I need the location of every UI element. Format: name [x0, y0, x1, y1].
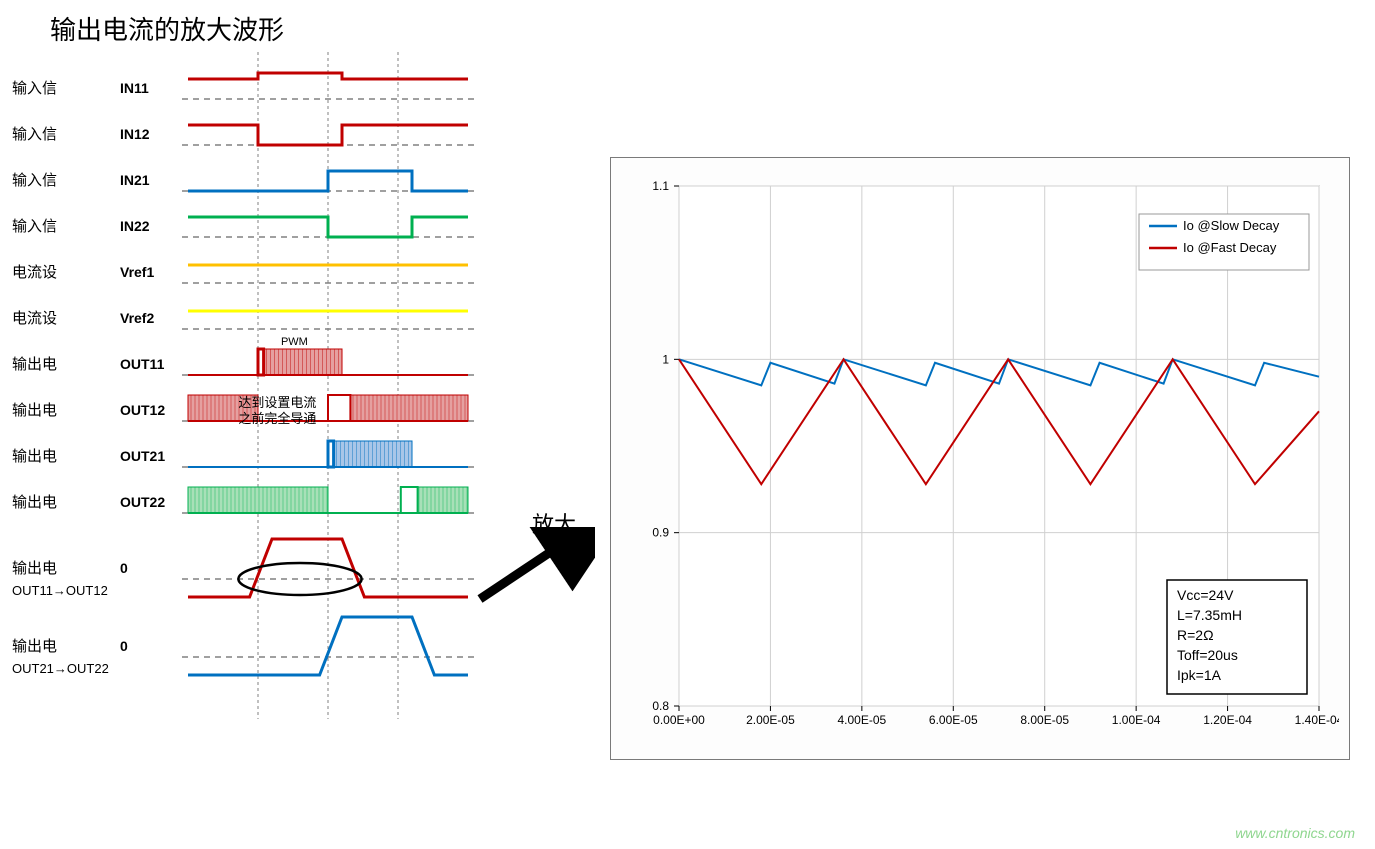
svg-text:0.9: 0.9	[652, 526, 669, 540]
svg-text:L=7.35mH: L=7.35mH	[1177, 607, 1242, 623]
zoom-arrow-container: 放大	[490, 47, 610, 497]
svg-text:之前完全导通: 之前完全导通	[238, 411, 316, 426]
svg-text:电流设: 电流设	[12, 264, 57, 281]
svg-text:OUT21: OUT21	[120, 448, 165, 464]
svg-text:输出电: 输出电	[12, 356, 57, 373]
page-title: 输出电流的放大波形	[50, 10, 1365, 47]
svg-text:输出电: 输出电	[12, 560, 57, 577]
watermark: www.cntronics.com	[1235, 825, 1355, 841]
svg-text:1.20E-04: 1.20E-04	[1203, 713, 1252, 727]
zoom-arrow	[480, 539, 570, 599]
svg-text:Vref2: Vref2	[120, 310, 154, 326]
svg-text:0: 0	[120, 638, 128, 654]
svg-text:Vcc=24V: Vcc=24V	[1177, 587, 1234, 603]
svg-text:输出电: 输出电	[12, 402, 57, 419]
svg-text:8.00E-05: 8.00E-05	[1020, 713, 1069, 727]
svg-text:0.00E+00: 0.00E+00	[653, 713, 705, 727]
svg-text:输入信: 输入信	[12, 80, 57, 97]
timing-diagram: 输入信 IN11 输入信 IN12 输入信 IN21 输入信 IN22 电流设 Vref1 电流设 V…	[10, 47, 490, 807]
svg-text:达到设置电流: 达到设置电流	[238, 395, 316, 410]
svg-text:1.00E-04: 1.00E-04	[1112, 713, 1161, 727]
svg-text:0: 0	[120, 560, 128, 576]
svg-text:电流设: 电流设	[12, 310, 57, 327]
svg-text:1.40E-04: 1.40E-04	[1295, 713, 1339, 727]
svg-text:输入信: 输入信	[12, 126, 57, 143]
svg-text:IN12: IN12	[120, 126, 150, 142]
svg-text:OUT11→OUT12: OUT11→OUT12	[12, 583, 108, 598]
decay-chart: 0.00E+00 2.00E-05 4.00E-05 6.00E-05 8.00E-05…	[619, 166, 1339, 746]
svg-text:OUT12: OUT12	[120, 402, 165, 418]
svg-text:4.00E-05: 4.00E-05	[838, 713, 887, 727]
svg-text:输出电: 输出电	[12, 448, 57, 465]
svg-text:OUT22: OUT22	[120, 494, 165, 510]
svg-text:IN11: IN11	[120, 80, 149, 96]
svg-text:R=2Ω: R=2Ω	[1177, 627, 1214, 643]
svg-text:OUT11: OUT11	[120, 356, 165, 372]
svg-text:输入信: 输入信	[12, 172, 57, 189]
svg-text:0.8: 0.8	[652, 699, 669, 713]
svg-text:输出电: 输出电	[12, 494, 57, 511]
svg-text:2.00E-05: 2.00E-05	[746, 713, 795, 727]
decay-chart-container: 0.00E+00 2.00E-05 4.00E-05 6.00E-05 8.00E-05…	[610, 47, 1350, 760]
svg-text:Io @Slow Decay: Io @Slow Decay	[1183, 218, 1280, 233]
svg-text:6.00E-05: 6.00E-05	[929, 713, 978, 727]
svg-text:Toff=20us: Toff=20us	[1177, 647, 1238, 663]
svg-text:输入信: 输入信	[12, 218, 57, 235]
svg-text:Ipk=1A: Ipk=1A	[1177, 667, 1222, 683]
svg-text:输出电: 输出电	[12, 638, 57, 655]
svg-text:1: 1	[662, 352, 669, 366]
svg-text:Io @Fast Decay: Io @Fast Decay	[1183, 240, 1277, 255]
svg-text:IN22: IN22	[120, 218, 150, 234]
svg-text:IN21: IN21	[120, 172, 150, 188]
svg-text:1.1: 1.1	[652, 179, 669, 193]
svg-text:Vref1: Vref1	[120, 264, 154, 280]
svg-text:PWM: PWM	[281, 336, 308, 348]
svg-text:OUT21→OUT22: OUT21→OUT22	[12, 661, 109, 676]
